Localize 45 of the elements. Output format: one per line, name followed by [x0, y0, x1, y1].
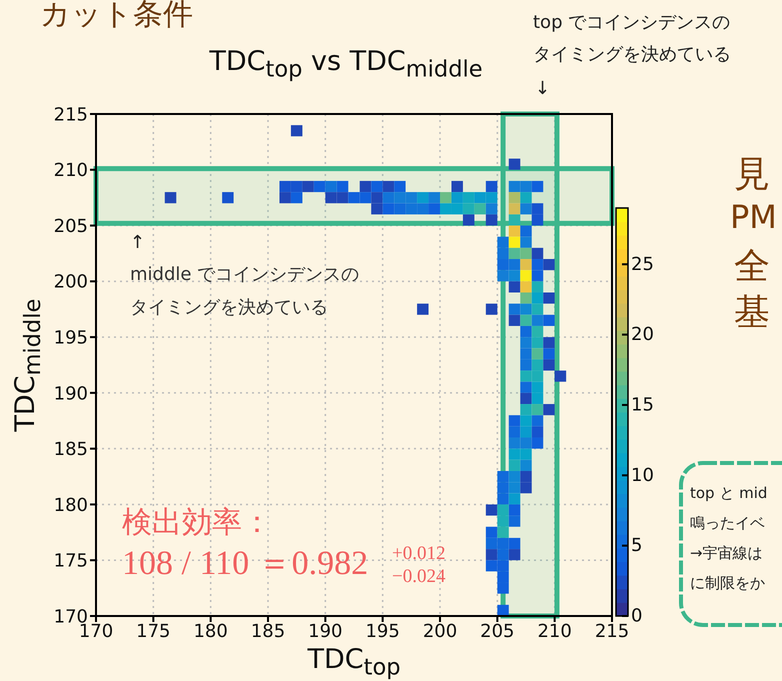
y-tick-label: 205: [54, 216, 88, 237]
text: →宇宙線は: [690, 544, 763, 563]
y-tick-label: 200: [54, 272, 88, 293]
text: に制限をか: [690, 574, 765, 593]
annotation: タイミングを決めている: [130, 296, 328, 319]
color-bar-label: 20: [631, 324, 654, 346]
x-tick-label: 185: [250, 620, 286, 642]
text: 全: [734, 245, 770, 289]
x-tick-label: 215: [594, 620, 630, 642]
y-tick-label: 195: [54, 328, 88, 348]
x-axis-title: TDC$_{top}$: [306, 644, 402, 680]
color-bar-label: 15: [631, 394, 654, 416]
y-tick-label: 210: [54, 160, 88, 182]
text: 鳴ったイベ: [690, 514, 765, 533]
x-tick-label: 175: [136, 620, 171, 642]
y-tick-label: 180: [54, 494, 88, 516]
color-bar-label: 0: [631, 606, 642, 626]
y-tick-label: 185: [54, 439, 88, 460]
x-tick-label: 190: [308, 620, 343, 642]
text: top でコインシデンスの: [533, 11, 730, 34]
annotation: ↑: [130, 232, 146, 253]
text: top と mid: [690, 484, 768, 503]
y-tick-label: 190: [54, 383, 88, 404]
chart-title: TDC$_{top}$ vs TDC$_{middle}$: [209, 46, 483, 82]
y-tick-label: 175: [54, 550, 88, 572]
annotation: 検出効率：: [122, 505, 272, 541]
annotation: −0.024: [392, 566, 446, 588]
text: PM: [730, 198, 777, 236]
color-bar-label: 5: [631, 535, 642, 556]
x-tick-label: 205: [480, 620, 515, 642]
x-tick-label: 210: [537, 620, 572, 642]
x-tick-label: 195: [365, 620, 400, 642]
text: タイミングを決めている: [533, 43, 731, 66]
color-bar-label: 25: [631, 254, 654, 275]
color-bar-label: 10: [631, 464, 654, 486]
annotation: 108 / 110 ＝0.982: [122, 544, 368, 584]
y-tick-label: 215: [54, 104, 88, 126]
annotation: +0.012: [392, 543, 446, 565]
text: ↓: [535, 78, 550, 99]
annotation: middle でコインシデンスの: [130, 263, 360, 286]
x-tick-label: 200: [422, 620, 458, 642]
x-tick-label: 180: [193, 620, 228, 642]
text: 見: [734, 153, 770, 197]
text: カット条件: [40, 0, 193, 34]
text: 基: [734, 291, 770, 335]
